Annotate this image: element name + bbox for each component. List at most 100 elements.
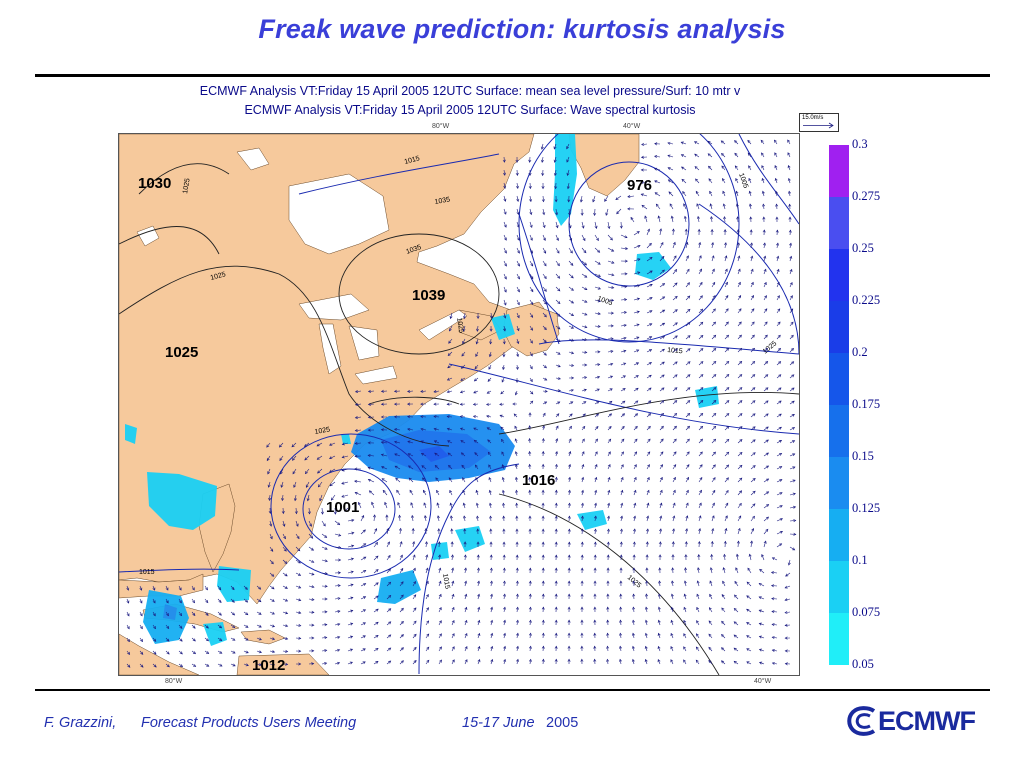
wind-vector [476,503,479,509]
wind-vector-head [739,439,743,443]
wind-vector [776,453,782,457]
wind-vector [407,428,414,431]
wind-vector-head [464,659,468,663]
wind-vector-head [721,620,725,624]
wind-vector-head [316,443,320,447]
wind-vector [698,308,703,314]
wind-vector-head [451,659,455,663]
wind-vector-head [710,553,714,558]
wind-vector [450,515,453,522]
wind-vector-head [351,544,355,548]
wind-vector [581,273,587,278]
wind-vector-head [683,633,687,637]
wind-vector-head [502,159,506,163]
wind-vector [204,637,209,642]
wind-vector [399,634,404,639]
wind-vector [735,567,739,574]
wind-vector [447,351,453,356]
wind-vector [763,334,768,340]
wind-vector [592,195,596,202]
wind-vector-head [153,638,157,642]
wind-vector-head [647,464,650,468]
wind-vector-head [375,541,378,546]
wind-vector-head [543,314,547,318]
wind-vector [373,528,377,535]
weather-map-canvas: 1025 1035 1035 1025 1005 1015 1025 1025 … [119,134,799,675]
wind-vector-head [567,606,571,610]
wind-vector [683,203,687,210]
wind-vector [501,377,505,383]
wind-vector-head [283,536,286,540]
wind-vector-head [771,661,776,665]
colorbar-segment [829,509,849,561]
wind-vector-head [683,215,687,219]
wind-vector-head [581,451,585,455]
wind-vector-head [765,478,770,482]
wind-vector-head [380,415,384,419]
wind-vector [475,464,479,470]
wind-vector [659,309,665,314]
wind-vector [684,216,687,223]
wind-vector [667,142,674,145]
wind-vector [568,325,574,329]
wind-vector-head [646,515,650,519]
wind-vector-head [477,645,481,650]
wind-vector-head [584,325,588,329]
wind-vector-head [765,413,769,417]
wind-vector [529,247,533,254]
wind-vector [775,178,778,184]
lon-label-bottom-40w: 40°W [754,678,772,685]
wind-vector [736,203,739,210]
wind-vector-head [762,229,766,233]
wind-vector [746,661,752,665]
wind-vector [789,414,795,418]
wind-vector-head [298,636,302,640]
wind-vector [449,490,453,496]
wind-vector-head [501,489,505,493]
wind-vector-head [673,451,677,455]
wind-vector-head [725,308,729,312]
wind-vector [667,167,674,171]
wind-vector-head [764,334,768,338]
wind-vector [607,413,612,418]
wind-vector [750,321,755,327]
wind-vector-head [407,402,411,406]
wind-vector [529,325,533,331]
wind-vector-head [687,322,691,326]
wind-vector-head [696,580,700,584]
wind-vector-head [324,559,328,563]
wind-vector [191,637,196,642]
wind-vector [633,336,640,340]
wind-vector [464,620,468,626]
wind-vector [708,647,713,652]
wind-vector-head [751,528,755,532]
wind-vector-head [657,593,661,597]
wind-vector-head [503,198,507,202]
wind-vector [776,269,780,275]
wind-vector [711,387,717,392]
wind-vector [461,465,466,470]
wind-vector [724,374,730,379]
wind-vector [633,324,640,327]
wind-vector-head [317,470,321,474]
wind-vector-head [447,452,451,456]
wind-vector-head [460,440,464,443]
wind-vector [341,494,349,498]
wind-vector-head [661,400,665,404]
wind-vector-head [166,638,170,642]
wind-vector [763,439,769,444]
wind-vector [620,337,627,340]
wind-vector-head [669,203,673,207]
wind-vector [542,299,547,305]
wind-vector-head [568,476,571,480]
wind-vector-head [477,658,481,663]
wind-vector [737,503,742,509]
wind-vector-head [673,425,677,429]
wind-vector [733,660,739,665]
wind-vector-head [567,541,571,545]
wind-vector [373,582,379,587]
wind-vector-head [503,328,507,332]
wind-vector-head [593,658,597,662]
wind-vector [425,646,430,652]
wind-vector [620,234,628,238]
